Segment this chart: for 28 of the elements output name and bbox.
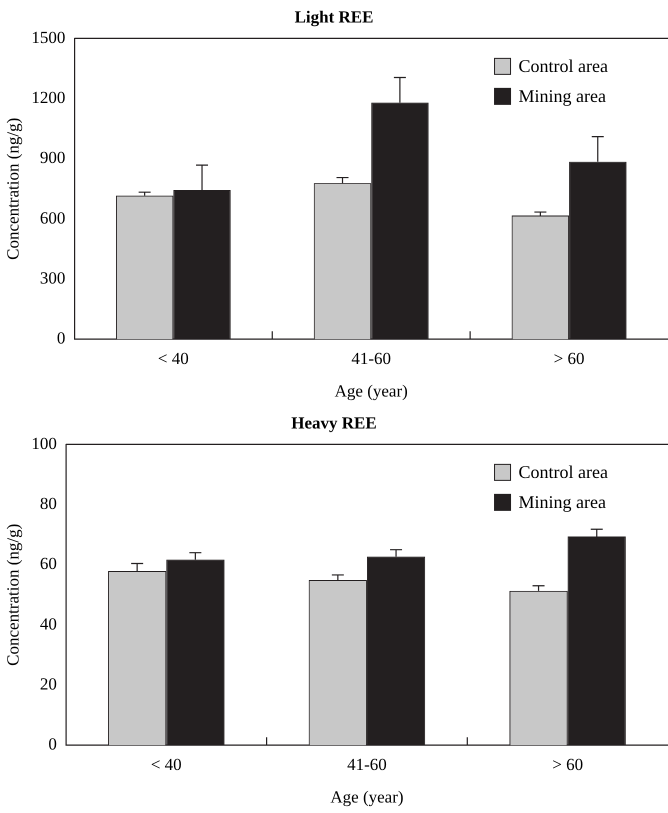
legend-label: Control area bbox=[518, 56, 608, 76]
y-tick-label: 300 bbox=[40, 268, 66, 288]
y-tick-label: 100 bbox=[31, 434, 57, 453]
y-tick-label: 1500 bbox=[31, 28, 66, 47]
chart-title: Heavy REE bbox=[291, 414, 377, 433]
y-axis-title: Concentration (ng/g) bbox=[4, 524, 23, 666]
x-tick-label: 41-60 bbox=[351, 348, 392, 368]
y-tick-label: 0 bbox=[48, 734, 57, 754]
y-tick-label: 60 bbox=[40, 554, 57, 574]
y-axis-title: Concentration (ng/g) bbox=[4, 118, 23, 260]
x-tick-label: < 40 bbox=[158, 348, 189, 368]
x-tick-label: < 40 bbox=[150, 754, 182, 774]
x-axis-title: Age (year) bbox=[330, 787, 404, 806]
y-tick-label: 600 bbox=[40, 208, 66, 228]
chart-title: Light REE bbox=[294, 8, 374, 27]
y-tick-label: 1200 bbox=[31, 88, 66, 108]
x-tick-label: > 60 bbox=[552, 754, 584, 774]
legend-label: Mining area bbox=[518, 86, 606, 106]
y-tick-label: 40 bbox=[40, 614, 57, 634]
y-tick-label: 20 bbox=[40, 674, 57, 694]
y-tick-label: 80 bbox=[40, 494, 57, 514]
legend-label: Control area bbox=[518, 462, 608, 482]
x-axis-title: Age (year) bbox=[334, 381, 408, 400]
y-tick-label: 0 bbox=[56, 328, 66, 348]
x-tick-label: 41-60 bbox=[347, 754, 387, 774]
y-tick-label: 900 bbox=[40, 148, 66, 168]
legend-label: Mining area bbox=[518, 492, 606, 512]
x-tick-label: > 60 bbox=[554, 348, 584, 368]
